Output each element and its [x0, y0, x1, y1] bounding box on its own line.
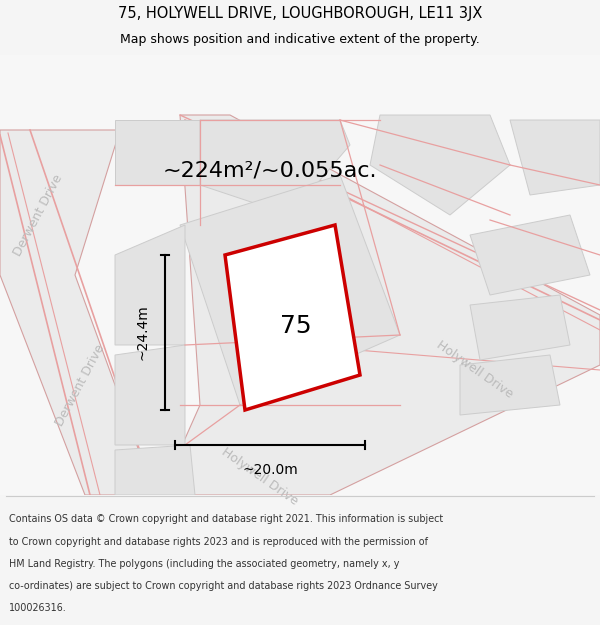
Polygon shape: [200, 120, 350, 215]
Polygon shape: [470, 295, 570, 360]
Polygon shape: [0, 130, 155, 495]
Polygon shape: [115, 225, 185, 345]
Polygon shape: [115, 445, 195, 495]
Text: Contains OS data © Crown copyright and database right 2021. This information is : Contains OS data © Crown copyright and d…: [9, 514, 443, 524]
Polygon shape: [115, 120, 200, 185]
Text: Derwent Drive: Derwent Drive: [11, 172, 65, 258]
Polygon shape: [115, 345, 185, 445]
Polygon shape: [510, 120, 600, 195]
Polygon shape: [470, 215, 590, 295]
Text: Derwent Drive: Derwent Drive: [53, 342, 107, 428]
Text: 75: 75: [280, 314, 312, 338]
Text: Holywell Drive: Holywell Drive: [220, 446, 301, 508]
Text: Holywell Drive: Holywell Drive: [434, 339, 515, 401]
Text: ~20.0m: ~20.0m: [242, 463, 298, 477]
Polygon shape: [370, 115, 510, 215]
Text: to Crown copyright and database rights 2023 and is reproduced with the permissio: to Crown copyright and database rights 2…: [9, 537, 428, 547]
Text: Map shows position and indicative extent of the property.: Map shows position and indicative extent…: [120, 33, 480, 46]
Text: co-ordinates) are subject to Crown copyright and database rights 2023 Ordnance S: co-ordinates) are subject to Crown copyr…: [9, 581, 438, 591]
Text: HM Land Registry. The polygons (including the associated geometry, namely x, y: HM Land Registry. The polygons (includin…: [9, 559, 400, 569]
Text: 100026316.: 100026316.: [9, 603, 67, 613]
Polygon shape: [160, 115, 600, 495]
Polygon shape: [460, 355, 560, 415]
Text: ~24.4m: ~24.4m: [136, 304, 150, 361]
Text: ~224m²/~0.055ac.: ~224m²/~0.055ac.: [163, 160, 377, 180]
Polygon shape: [225, 225, 360, 410]
Text: 75, HOLYWELL DRIVE, LOUGHBOROUGH, LE11 3JX: 75, HOLYWELL DRIVE, LOUGHBOROUGH, LE11 3…: [118, 6, 482, 21]
Polygon shape: [0, 55, 600, 495]
Polygon shape: [180, 175, 400, 405]
